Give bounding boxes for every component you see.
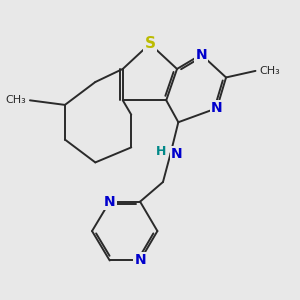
Text: CH₃: CH₃ [260, 66, 280, 76]
Text: N: N [211, 101, 223, 115]
Text: N: N [195, 48, 207, 62]
Text: CH₃: CH₃ [5, 95, 26, 105]
Text: H: H [156, 146, 166, 158]
Text: N: N [104, 195, 116, 208]
Text: S: S [144, 36, 155, 51]
Text: N: N [171, 147, 182, 161]
Text: N: N [134, 254, 146, 268]
